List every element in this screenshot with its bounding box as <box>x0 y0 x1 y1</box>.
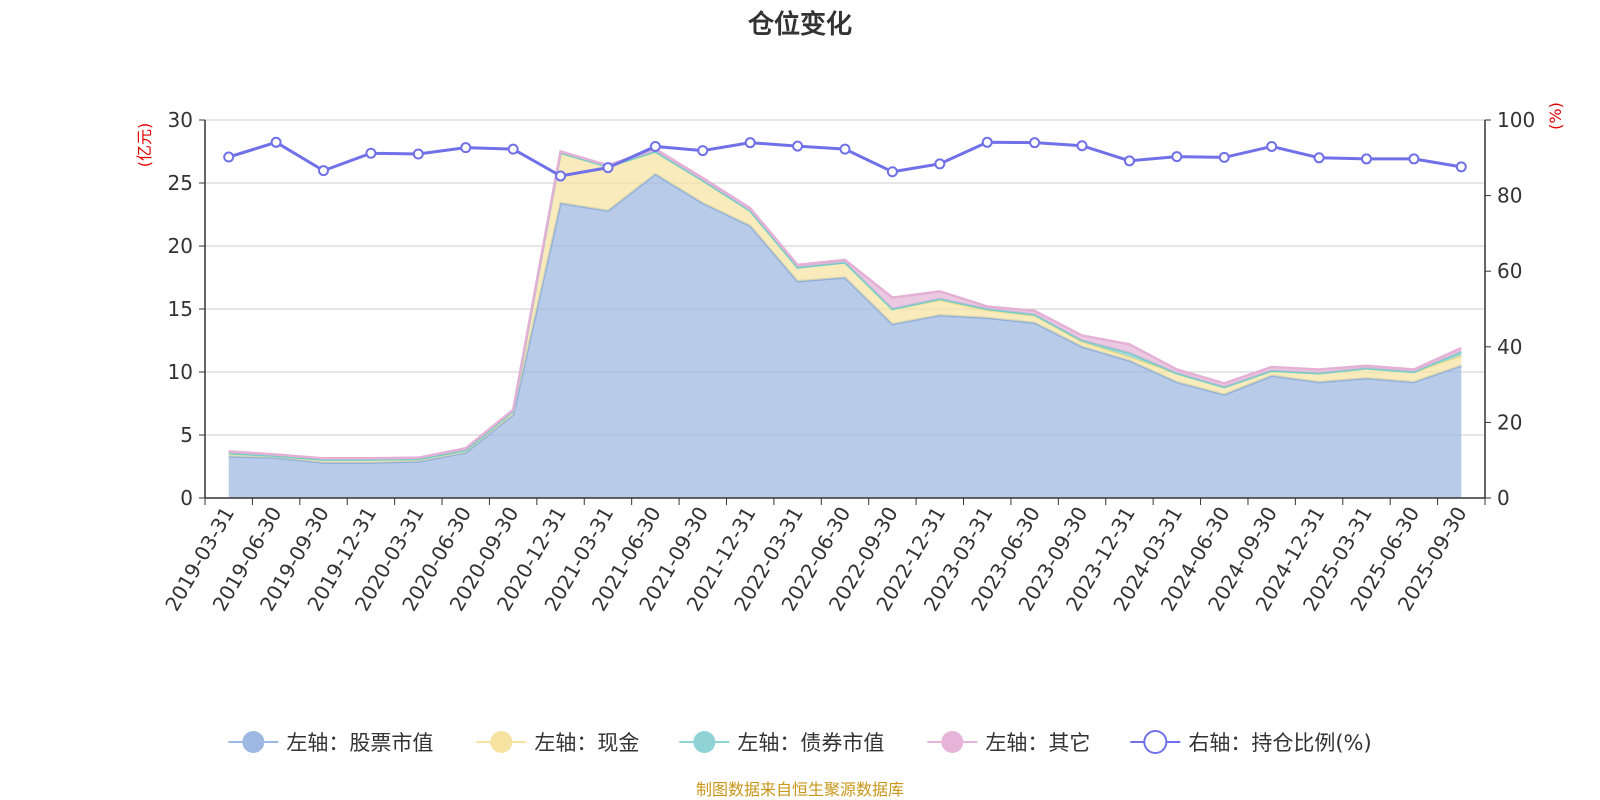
legend-label: 右轴：持仓比例(%) <box>1188 731 1371 755</box>
legend-marker <box>242 731 265 753</box>
position-ratio-point <box>1029 137 1041 149</box>
right-tick-label: 80 <box>1497 184 1522 208</box>
legend-marker <box>693 731 716 753</box>
legend-label: 左轴：其它 <box>985 731 1090 755</box>
position-ratio-point <box>1171 151 1183 163</box>
legend-label: 左轴：现金 <box>534 731 639 755</box>
chart-title: 仓位变化 <box>747 9 852 40</box>
right-tick-label: 100 <box>1497 108 1535 132</box>
legend[interactable]: 左轴：股票市值 左轴：现金 左轴：债券市值 左轴：其它 右轴：持仓比例(%) <box>228 730 1372 755</box>
left-axis-unit: (亿元) <box>135 123 154 168</box>
position-ratio-point <box>839 143 851 155</box>
position-ratio-point <box>318 165 330 177</box>
legend-marker <box>941 731 964 753</box>
position-ratio-point <box>270 136 282 148</box>
position-ratio-point <box>602 162 614 174</box>
legend-item[interactable]: 左轴：股票市值 <box>228 731 433 755</box>
position-ratio-point <box>934 158 946 170</box>
legend-label: 左轴：股票市值 <box>286 731 433 755</box>
position-ratio-point <box>1313 152 1325 164</box>
position-ratio-point <box>792 140 804 152</box>
left-tick-label: 20 <box>168 234 193 258</box>
position-ratio-point <box>886 166 898 178</box>
position-ratio-line <box>223 136 1467 182</box>
position-ratio-point <box>223 151 235 163</box>
position-ratio-point <box>744 137 756 149</box>
position-ratio-point <box>412 148 424 160</box>
legend-item[interactable]: 左轴：债券市值 <box>679 731 884 755</box>
left-tick-label: 10 <box>168 360 193 384</box>
right-tick-label: 60 <box>1497 259 1522 283</box>
right-tick-label: 0 <box>1497 486 1510 510</box>
position-ratio-point <box>1455 161 1467 173</box>
position-ratio-point <box>460 142 472 154</box>
position-ratio-point <box>1266 140 1278 152</box>
position-ratio-point <box>555 170 567 182</box>
area-edge-左轴：其它 <box>228 147 1462 460</box>
position-ratio-point <box>1218 151 1230 163</box>
position-ratio-point <box>697 145 709 157</box>
right-axis-unit: (%) <box>1546 102 1565 130</box>
left-tick-label: 30 <box>168 108 193 132</box>
stacked-areas <box>228 147 1462 498</box>
position-ratio-point <box>1123 155 1135 167</box>
legend-item[interactable]: 左轴：现金 <box>476 731 639 755</box>
left-tick-label: 0 <box>180 486 193 510</box>
area-左轴：股票市值 <box>228 174 1462 498</box>
position-ratio-point <box>507 143 519 155</box>
legend-item[interactable]: 右轴：持仓比例(%) <box>1130 730 1372 755</box>
position-ratio-point <box>649 140 661 152</box>
position-ratio-point <box>1408 153 1420 165</box>
legend-marker <box>1143 730 1168 754</box>
right-tick-label: 40 <box>1497 335 1522 359</box>
left-tick-label: 5 <box>180 423 193 447</box>
right-tick-label: 20 <box>1497 410 1522 434</box>
position-ratio-point <box>1360 153 1372 165</box>
data-source-note: 制图数据来自恒生聚源数据库 <box>695 780 904 799</box>
legend-label: 左轴：债券市值 <box>737 731 884 755</box>
position-ratio-point <box>365 147 377 159</box>
position-ratio-point <box>1076 140 1088 152</box>
legend-marker <box>490 731 513 753</box>
legend-item[interactable]: 左轴：其它 <box>927 731 1090 755</box>
left-tick-label: 25 <box>168 171 193 195</box>
position-ratio-point <box>981 136 993 148</box>
left-tick-label: 15 <box>168 297 193 321</box>
